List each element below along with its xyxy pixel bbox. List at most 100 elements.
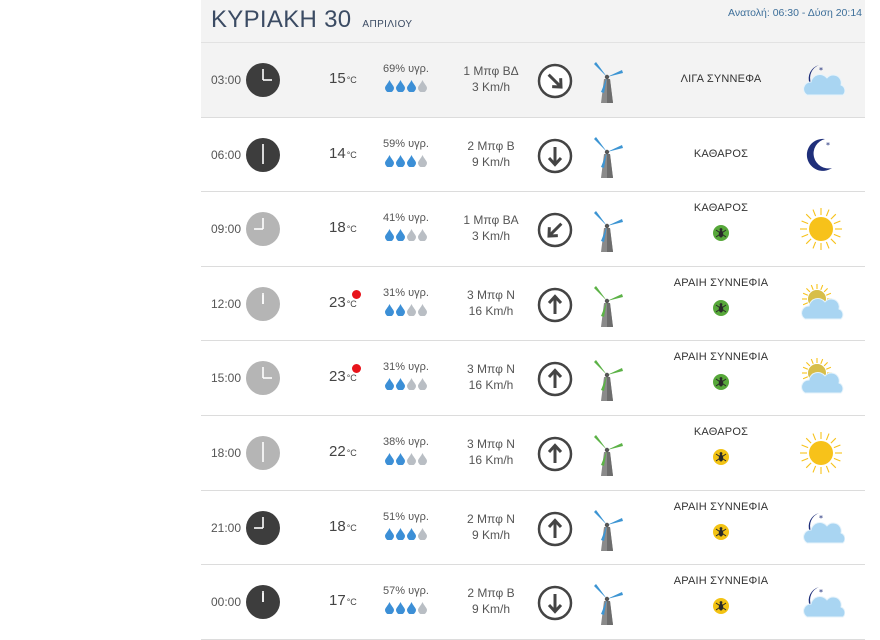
day-title: ΚΥΡΙΑΚΗ 30 ΑΠΡΙΛΙΟΥ xyxy=(211,6,413,34)
condition-label: ΚΑΘΑΡΟΣ xyxy=(693,202,749,215)
temperature-unit: °C xyxy=(346,75,357,85)
heat-alert-dot-icon xyxy=(352,289,361,299)
wind-speed: 9 Km/h xyxy=(471,602,510,617)
temperature-unit: °C xyxy=(346,149,357,160)
temperature-value: 17 xyxy=(329,592,346,610)
insect-index-icon xyxy=(641,523,801,541)
wind-info: 3 Μπφ Ν 16 Km/h xyxy=(451,361,531,393)
wind-info: 3 Μπφ Ν 16 Km/h xyxy=(451,287,531,319)
insect-index-icon xyxy=(641,373,801,391)
drop-filled-icon xyxy=(395,228,406,245)
humidity-drops xyxy=(371,79,441,92)
insect-index-icon xyxy=(641,299,801,317)
forecast-row: 03:00 15°C 69% υγρ. 1 Μπφ ΒΔ 3 Km/h Λ xyxy=(201,43,865,118)
wind-speed: 16 Km/h xyxy=(468,452,514,467)
wind-speed: 9 Km/h xyxy=(471,154,510,169)
temperature-value: 14 xyxy=(329,144,346,162)
arrow-down-left-icon xyxy=(537,212,573,248)
humidity: 59% υγρ. xyxy=(371,137,441,167)
moon-cloud-icon: * xyxy=(797,579,846,625)
forecast-row: 18:00 22°C 38% υγρ. 3 Μπφ Ν 16 Km/h Κ xyxy=(201,416,865,491)
drop-filled-icon xyxy=(406,154,417,171)
condition-label: ΑΡΑΙΗ ΣΥΝΝΕΦΙΑ xyxy=(673,351,769,364)
temperature-unit: °C xyxy=(346,522,357,533)
condition: ΑΡΑΙΗ ΣΥΝΝΕΦΙΑ xyxy=(641,501,801,541)
clock-icon xyxy=(246,137,280,172)
humidity-label: 31% υγρ. xyxy=(383,361,429,374)
wind-info: 1 Μπφ ΒΔ 3 Km/h xyxy=(451,63,531,95)
condition-label: ΚΑΘΑΡΟΣ xyxy=(693,425,749,438)
temperature-value: 22 xyxy=(329,442,346,460)
humidity: 31% υγρ. xyxy=(371,361,441,391)
forecast-row: 15:00 23°C 31% υγρ. 3 Μπφ Ν 16 Km/h Α xyxy=(201,341,865,416)
clock-icon xyxy=(246,212,280,247)
drop-filled-icon xyxy=(384,303,395,320)
temperature-unit: °C xyxy=(346,298,357,309)
humidity-label: 51% υγρ. xyxy=(383,510,429,523)
moon-cloud-icon: * xyxy=(797,57,846,103)
clock-icon xyxy=(246,585,280,620)
condition: ΚΑΘΑΡΟΣ xyxy=(641,148,801,160)
temperature: 23°C xyxy=(329,294,357,311)
wind-turbine-icon xyxy=(589,57,625,105)
temperature-unit: °C xyxy=(346,224,357,235)
arrow-up-icon xyxy=(537,511,573,547)
forecast-panel: ΚΥΡΙΑΚΗ 30 ΑΠΡΙΛΙΟΥ Ανατολή: 06:30 - Δύσ… xyxy=(201,0,865,640)
temperature-value: 23 xyxy=(329,368,346,386)
condition-label: ΛΙΓΑ ΣΥΝΝΕΦΑ xyxy=(680,73,762,85)
drop-filled-icon xyxy=(384,601,395,618)
temperature-value: 15 xyxy=(329,70,346,87)
humidity: 57% υγρ. xyxy=(371,585,441,615)
temperature: 14°C xyxy=(329,145,357,162)
heat-alert-dot-icon xyxy=(352,364,361,374)
wind-beaufort: 1 Μπφ ΒΑ xyxy=(463,213,519,228)
humidity-drops xyxy=(371,228,441,242)
svg-text:*: * xyxy=(819,514,823,523)
sun-cloud-icon xyxy=(797,281,845,327)
condition-label: ΑΡΑΙΗ ΣΥΝΝΕΦΙΑ xyxy=(673,575,769,588)
temperature-value: 18 xyxy=(329,219,346,237)
humidity-label: 59% υγρ. xyxy=(383,137,429,150)
condition-label: ΚΑΘΑΡΟΣ xyxy=(693,147,749,160)
humidity: 69% υγρ. xyxy=(371,63,441,92)
sun-cloud-icon xyxy=(797,355,845,401)
wind-beaufort: 2 Μπφ Β xyxy=(467,138,515,153)
arrow-down-icon xyxy=(537,138,573,174)
forecast-row: 21:00 18°C 51% υγρ. 2 Μπφ Ν 9 Km/h ΑΡ xyxy=(201,491,865,566)
drop-empty-icon xyxy=(406,303,417,320)
drop-empty-icon xyxy=(406,377,417,394)
svg-text:*: * xyxy=(826,141,830,150)
humidity-label: 57% υγρ. xyxy=(383,585,429,598)
temperature: 23°C xyxy=(329,368,357,385)
drop-filled-icon xyxy=(384,154,395,171)
humidity: 41% υγρ. xyxy=(371,212,441,242)
insect-index-icon xyxy=(641,448,801,466)
humidity: 31% υγρ. xyxy=(371,287,441,316)
temperature-unit: °C xyxy=(346,597,357,608)
svg-text:*: * xyxy=(819,66,823,75)
wind-info: 2 Μπφ Ν 9 Km/h xyxy=(451,511,531,543)
drop-empty-icon xyxy=(417,601,428,618)
wind-speed: 16 Km/h xyxy=(468,303,514,318)
temperature: 17°C xyxy=(329,592,357,609)
arrow-down-icon xyxy=(537,585,573,621)
temperature: 18°C xyxy=(329,518,357,535)
drop-filled-icon xyxy=(406,79,417,96)
wind-turbine-icon xyxy=(589,505,625,553)
forecast-rows: 03:00 15°C 69% υγρ. 1 Μπφ ΒΔ 3 Km/h Λ xyxy=(201,43,865,640)
drop-empty-icon xyxy=(417,303,428,320)
drop-empty-icon xyxy=(406,228,417,245)
humidity-drops xyxy=(371,377,441,391)
wind-beaufort: 3 Μπφ Ν xyxy=(467,287,515,302)
drop-filled-icon xyxy=(395,527,406,544)
month-label: ΑΠΡΙΛΙΟΥ xyxy=(362,19,413,30)
condition: ΚΑΘΑΡΟΣ xyxy=(641,426,801,466)
time-label: 06:00 xyxy=(210,147,241,162)
forecast-row: 00:00 17°C 57% υγρ. 2 Μπφ Β 9 Km/h ΑΡ xyxy=(201,565,865,640)
humidity-label: 69% υγρ. xyxy=(383,63,429,75)
condition: ΛΙΓΑ ΣΥΝΝΕΦΑ xyxy=(641,73,801,85)
time-label: 09:00 xyxy=(210,222,241,237)
condition: ΚΑΘΑΡΟΣ xyxy=(641,202,801,242)
drop-empty-icon xyxy=(417,228,428,245)
wind-turbine-icon xyxy=(589,430,625,478)
